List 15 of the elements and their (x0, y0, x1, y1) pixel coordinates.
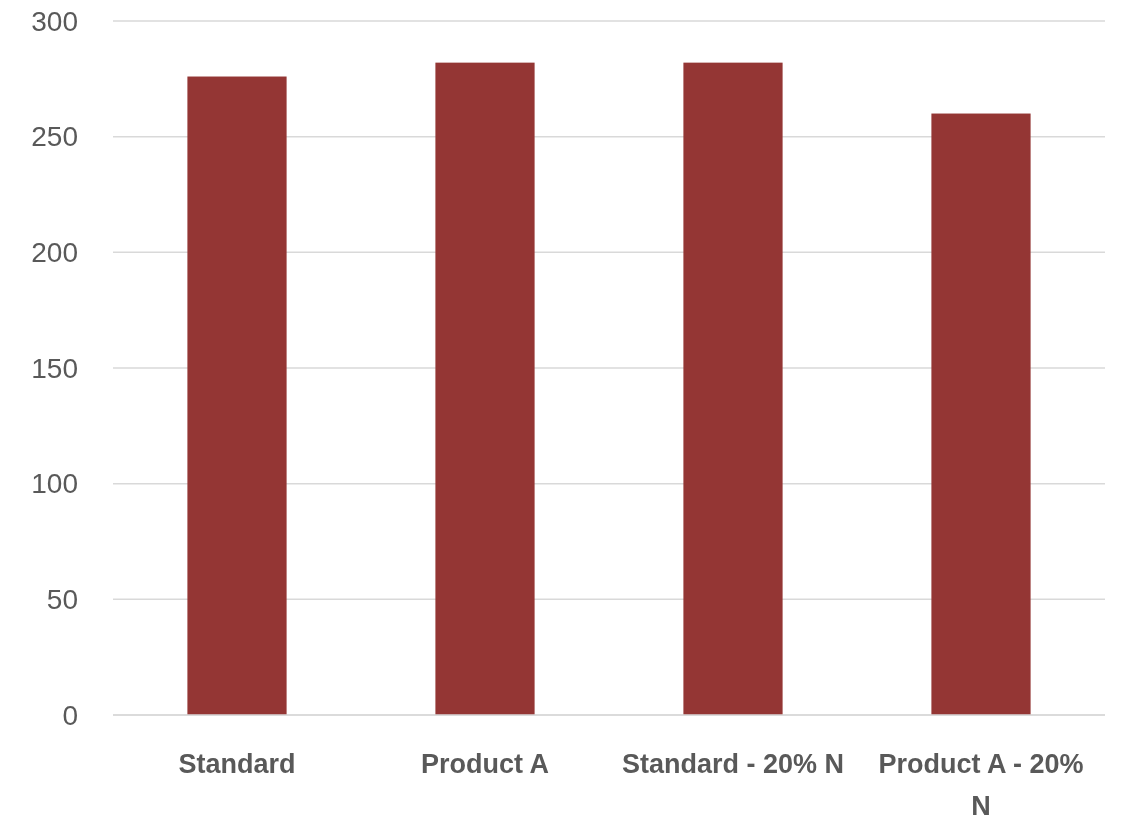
y-tick-label: 100 (31, 468, 78, 500)
y-tick-label: 300 (31, 5, 78, 37)
bar (435, 62, 535, 715)
bar (683, 62, 783, 715)
y-tick-label: 150 (31, 352, 78, 384)
bar (187, 76, 287, 715)
y-tick-label: 50 (46, 584, 78, 616)
x-tick-label: Standard - 20% N (621, 749, 845, 779)
x-tick-label: Product A - 20% N (878, 749, 1084, 821)
x-tick-label: Product A (421, 749, 549, 779)
y-tick-label: 200 (31, 237, 78, 269)
y-tick-label: 250 (31, 121, 78, 153)
bar (931, 113, 1031, 715)
y-tick-label: 0 (62, 699, 78, 731)
x-tick-label: Standard (178, 749, 296, 779)
